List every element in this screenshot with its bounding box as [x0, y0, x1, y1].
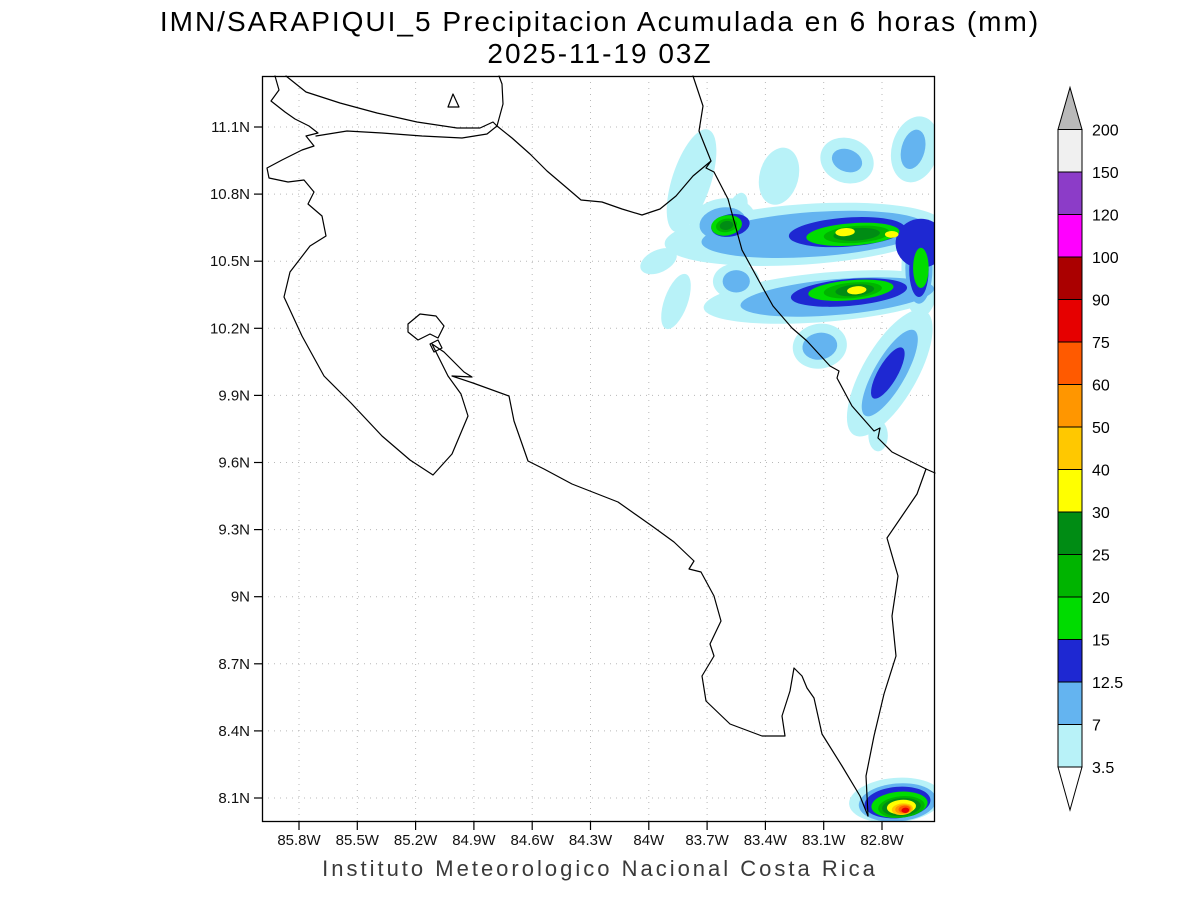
precip-cell — [722, 270, 750, 293]
colorbar-segment — [1057, 469, 1083, 513]
colorbar-level-label: 7 — [1092, 718, 1101, 735]
colorbar-level-label: 100 — [1092, 250, 1119, 267]
colorbar-level-label: 20 — [1092, 590, 1110, 607]
coastlines-and-borders — [266, 75, 936, 817]
colorbar-level-label: 120 — [1092, 208, 1119, 225]
precip-cell — [661, 273, 691, 330]
precip-cell — [640, 248, 677, 275]
lat-tick-label: 9.6N — [218, 455, 250, 472]
colorbar-above-max-arrow-icon — [1057, 85, 1083, 130]
colorbar-level-label: 30 — [1092, 505, 1110, 522]
precip-cell — [719, 220, 734, 230]
chart-title: IMN/SARAPIQUI_5 Precipitacion Acumulada … — [159, 6, 1041, 37]
colorbar-level-label: 90 — [1092, 293, 1110, 310]
lat-tick-label: 10.5N — [210, 253, 250, 270]
lon-tick-label: 84.3W — [569, 832, 613, 849]
lon-tick-label: 85.2W — [394, 832, 438, 849]
lat-tick-label: 8.4N — [218, 723, 250, 740]
chira-island — [407, 313, 445, 341]
lat-tick-label: 8.1N — [218, 790, 250, 807]
lon-tick-label: 85.8W — [277, 832, 321, 849]
lake-nicaragua-east-shore — [496, 75, 504, 127]
precip-cell — [871, 347, 905, 399]
precip-cell — [884, 231, 899, 238]
lat-tick-label: 11.1N — [211, 119, 250, 136]
colorbar-segment — [1057, 426, 1083, 470]
colorbar-segment — [1057, 724, 1083, 768]
lat-lon-gridlines — [262, 76, 935, 822]
lat-tick-label: 8.7N — [218, 656, 250, 673]
colorbar-level-label: 50 — [1092, 420, 1110, 437]
colorbar-level-label: 150 — [1092, 165, 1119, 182]
axis-tick-labels: 85.8W 85.5W 85.2W 84.9W 84.6W 84.3W 84W 83.7W 83… — [210, 119, 905, 849]
precip-cell — [900, 129, 926, 170]
lat-tick-label: 9N — [231, 589, 250, 606]
precip-cell — [913, 247, 929, 289]
lon-tick-label: 83.1W — [802, 832, 846, 849]
colorbar-segment — [1057, 681, 1083, 725]
lat-tick-label: 10.8N — [210, 186, 250, 203]
lon-tick-label: 84.9W — [452, 832, 496, 849]
precip-cell — [802, 332, 838, 360]
colorbar-level-label: 75 — [1092, 335, 1110, 352]
colorbar-segment — [1057, 639, 1083, 683]
colorbar-below-min-arrow-icon — [1057, 766, 1083, 812]
lat-tick-label: 9.3N — [218, 522, 250, 539]
colorbar-level-label: 25 — [1092, 548, 1110, 565]
colorbar-level-label: 15 — [1092, 633, 1110, 650]
pacific-coastline — [266, 75, 869, 817]
caribbean-coastline — [692, 75, 936, 474]
colorbar-segment — [1057, 129, 1083, 173]
precip-cell — [831, 148, 863, 173]
lat-tick-label: 9.9N — [218, 387, 250, 404]
colorbar-level-label: 3.5 — [1092, 760, 1114, 777]
precipitation-shading — [640, 116, 935, 822]
lake-island-icon — [447, 93, 460, 108]
precip-cell — [901, 807, 910, 813]
colorbar-level-label: 40 — [1092, 463, 1110, 480]
colorbar-segment — [1057, 384, 1083, 428]
precip-cell — [835, 228, 855, 237]
lon-tick-label: 82.8W — [860, 832, 904, 849]
lon-tick-label: 84W — [633, 832, 665, 849]
lon-tick-label: 84.6W — [511, 832, 555, 849]
colorbar-segment — [1057, 171, 1083, 215]
axis-ticks — [254, 126, 883, 830]
footer-institution: Instituto Meteorologico Nacional Costa R… — [322, 856, 878, 881]
panama-border — [865, 468, 927, 817]
colorbar-level-label: 200 — [1092, 123, 1119, 140]
precip-cell — [847, 286, 867, 295]
lat-tick-label: 10.2N — [210, 320, 250, 337]
colorbar-segment — [1057, 341, 1083, 385]
chira-islet — [429, 339, 443, 353]
colorbar-segment — [1057, 554, 1083, 598]
colorbar-level-label: 60 — [1092, 378, 1110, 395]
colorbar-segment — [1057, 596, 1083, 640]
colorbar-level-label: 12.5 — [1092, 675, 1123, 692]
precip-cell — [758, 147, 800, 205]
nicaragua-border-west — [315, 125, 498, 139]
san-juan-river-border — [496, 125, 712, 216]
plot-frame — [261, 75, 936, 823]
precip-cell — [666, 129, 717, 233]
colorbar-segment — [1057, 511, 1083, 555]
lon-tick-label: 83.7W — [685, 832, 729, 849]
lon-tick-label: 83.4W — [744, 832, 788, 849]
colorbar-segment — [1057, 214, 1083, 258]
lake-nicaragua-south-shore — [285, 75, 498, 129]
colorbar-segment — [1057, 256, 1083, 300]
colorbar-segment — [1057, 299, 1083, 343]
colorbar: 3.5 7 12.5 15 20 25 30 40 50 60 75 90 100 120 150 200 — [1057, 85, 1123, 812]
chart-datetime: 2025-11-19 03Z — [487, 38, 713, 69]
lon-tick-label: 85.5W — [336, 832, 380, 849]
